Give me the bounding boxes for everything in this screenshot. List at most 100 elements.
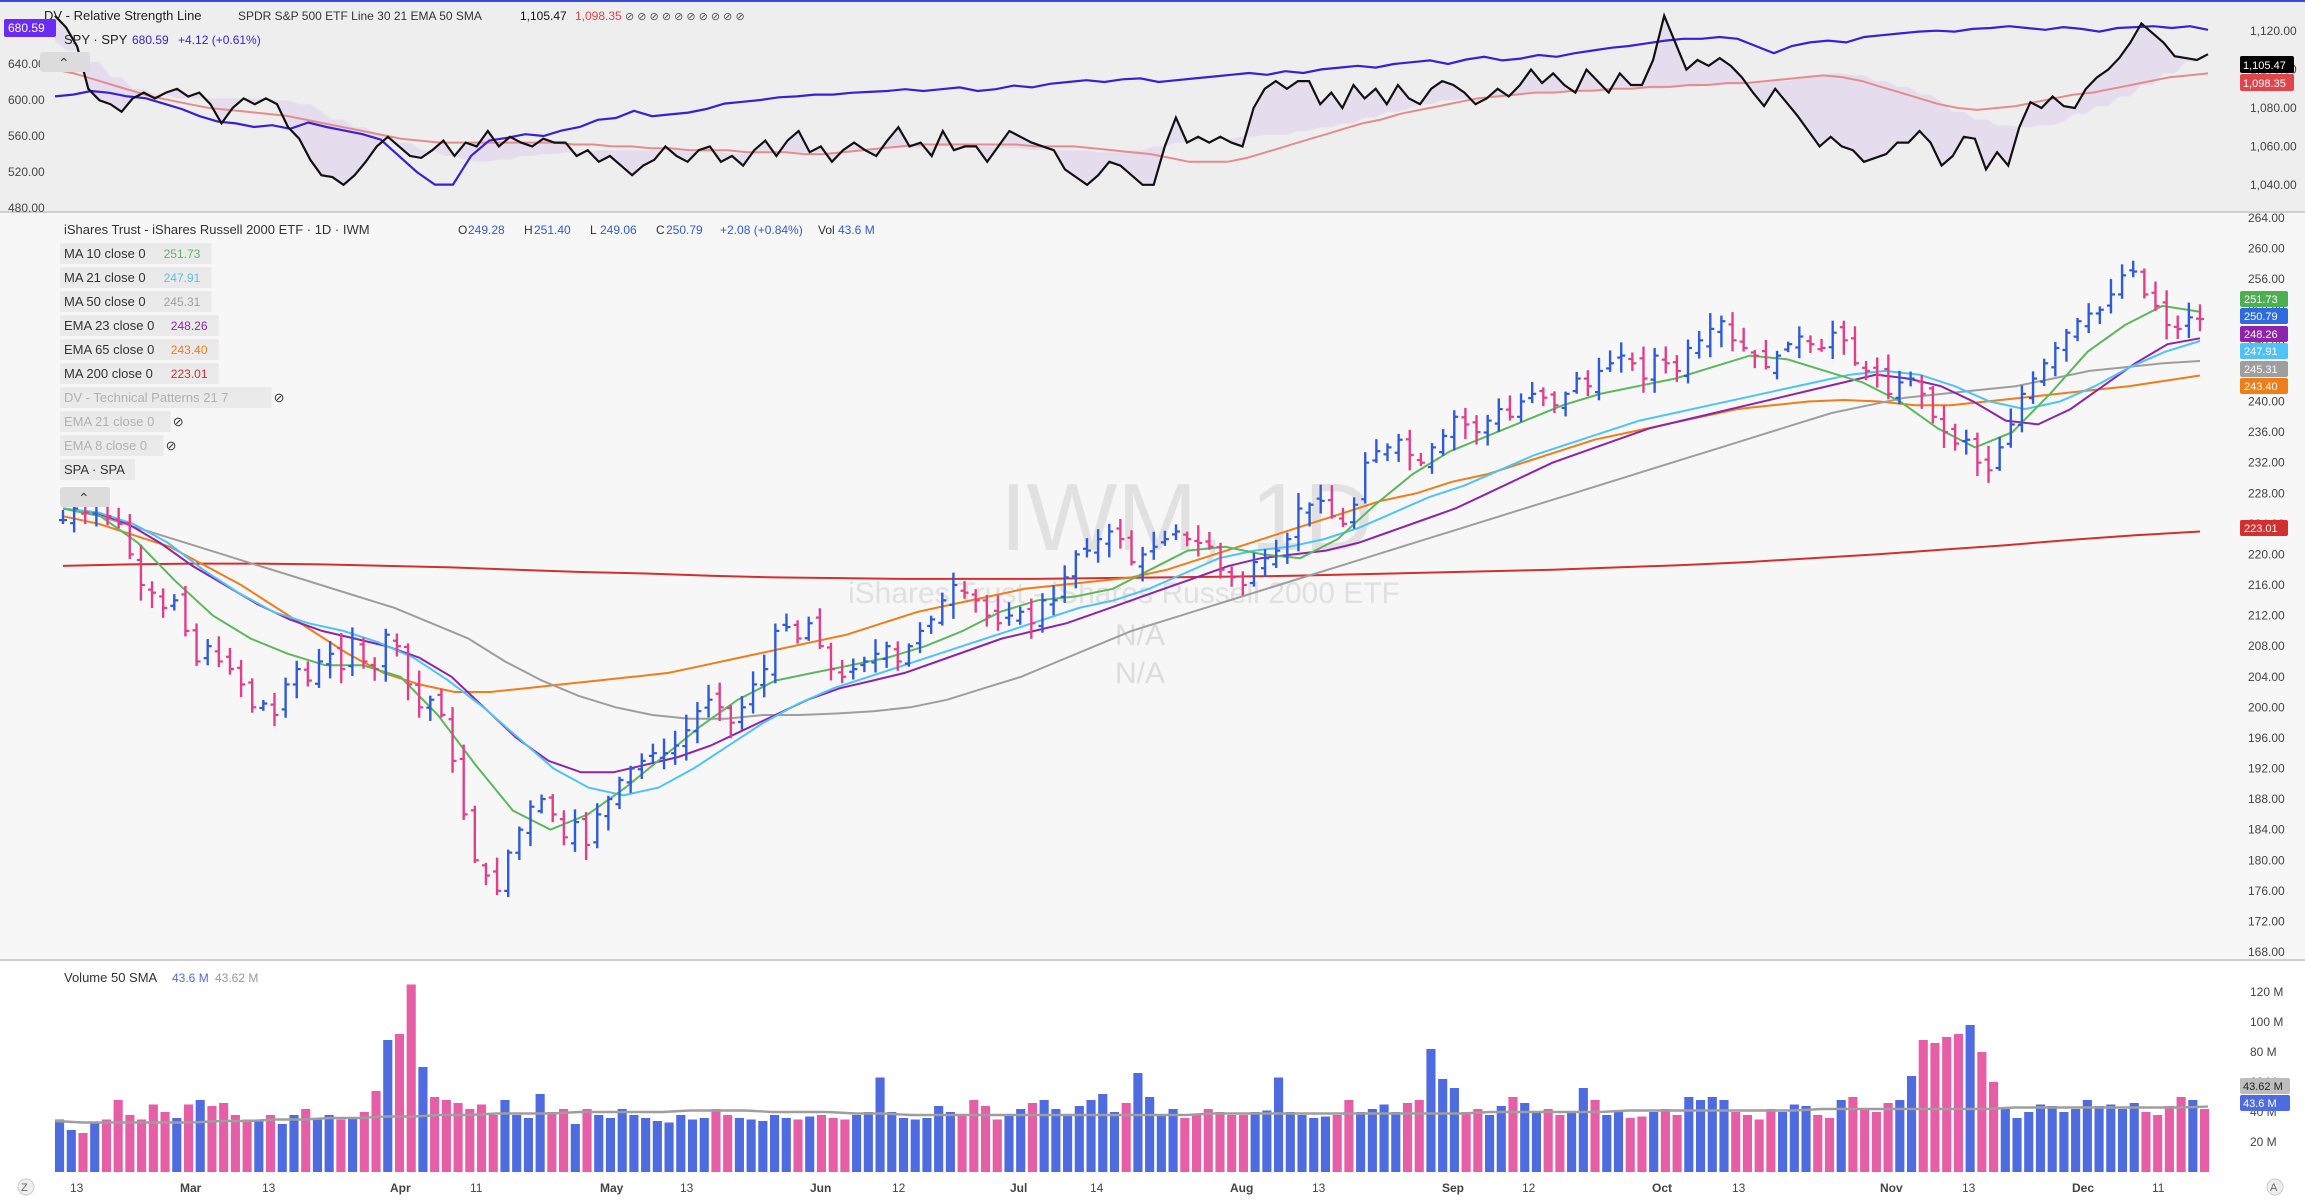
price-axis-tick: 196.00 [2248,731,2285,745]
ohlc-bar [1594,357,1603,401]
volume-bar [453,1103,463,1172]
ohlc-bar [270,692,279,727]
volume-bar [1238,1115,1248,1172]
legend-label: EMA 23 close 0 [64,318,154,333]
volume-bar [465,1109,475,1172]
rs-value2: 1,098.35 [575,9,622,23]
ohlc-bar [303,661,312,687]
legend-value: 245.31 [164,295,201,309]
volume-bar [2129,1103,2139,1172]
ohlc-bar [1472,415,1481,445]
volume-bar [1578,1088,1588,1172]
ohlc-bar [1383,443,1392,462]
price-axis-tick: 192.00 [2248,762,2285,776]
volume-bar [816,1115,827,1172]
volume-bar [652,1121,662,1172]
ohlc-bar [214,636,223,668]
legend-label: MA 10 close 0 [64,246,146,261]
ohlc-bar [682,714,691,761]
volume-axis-tick: 80 M [2250,1045,2277,1059]
volume-bar [1485,1115,1495,1172]
price-axis-tick: 264.00 [2248,211,2285,225]
ohlc-bar [904,643,913,667]
ohlc-value: 251.40 [534,223,571,237]
volume-bar [371,1091,381,1172]
volume-bar [1438,1079,1448,1172]
vol-label: Vol [818,223,835,237]
volume-bar [992,1119,1002,1172]
volume-bar [137,1119,147,1172]
ohlc-bar [470,805,479,864]
x-axis-label: Sep [1442,1181,1464,1195]
ohlc-bar [2040,358,2049,387]
volume-bar [1731,1112,1741,1172]
hidden-eye-icon: ⊘ [173,414,184,429]
ohlc-bar [916,622,925,654]
volume-bar [1895,1100,1905,1172]
ohlc-bar [2140,268,2149,299]
volume-bar [348,1118,358,1172]
ohlc-bar [381,628,390,682]
price-axis-tick: 172.00 [2248,914,2285,928]
ohlc-bar [448,707,457,773]
ohlc-bar [1728,312,1737,352]
ohlc-bar [1850,326,1859,366]
volume-bar [265,1115,276,1172]
volume-bar [1344,1100,1354,1172]
volume-bar [1590,1100,1600,1172]
spy-value-badge [4,19,56,37]
x-axis-label: Jul [1010,1181,1027,1195]
ohlc-bar [1995,436,2004,471]
volume-bar [488,1115,498,1172]
price-axis-tick: 188.00 [2248,792,2285,806]
spy-legend-value: 680.59 [132,33,169,47]
volume-bar [840,1119,850,1172]
legend-row-bg [60,459,135,480]
ohlc-bar [1294,493,1303,552]
volume-bar [547,1112,557,1172]
spy-value-badge-text: 680.59 [8,21,45,35]
ohlc-bar [2129,260,2138,278]
ohlc-bar [1283,532,1292,564]
auto-scale-button[interactable] [2266,1178,2284,1196]
volume-bar [887,1112,897,1172]
price-badge [2240,343,2288,359]
zoom-reset-button[interactable] [17,1178,35,1196]
volume-bar [629,1115,639,1172]
spy-legend-change: +4.12 (+0.61%) [178,33,261,47]
ohlc-bar [1773,350,1782,380]
ohlc-bar [1606,350,1615,372]
volume-bar [183,1104,194,1172]
ohlc-bar [1951,423,1960,451]
volume-bar [1813,1115,1823,1172]
legend-value: 251.73 [164,247,201,261]
ma-line-ma-50 [62,360,2201,720]
volume-bar [1180,1118,1190,1172]
volume-bar [2082,1100,2092,1172]
legend-label: DV - Technical Patterns 21 7 [64,390,229,405]
collapse-button[interactable] [40,52,90,72]
ohlc-bar [2073,317,2082,342]
volume-bar [875,1077,885,1172]
volume-badge-text: 43.62 M [2243,1081,2283,1093]
volume-bar [852,1115,862,1172]
price-axis-tick: 256.00 [2248,272,2285,286]
collapse-button[interactable] [60,487,110,507]
volume-bar [1051,1109,1061,1172]
volume-bar [254,1119,264,1172]
ohlc-bar [1105,523,1114,558]
legend-row-bg [60,291,212,312]
volume-bar [922,1118,932,1172]
volume-bar [1871,1112,1881,1172]
rs-right-tick: 1,080.00 [2250,101,2297,115]
rs-panel-bg [0,0,2305,212]
ohlc-bar [570,809,579,852]
ohlc-bar [2173,315,2182,340]
ohlc-bar [1138,546,1147,582]
ohlc-bar [548,794,557,823]
ohlc-bar [938,592,947,626]
volume-bar [430,1097,440,1172]
x-axis-label: 12 [1522,1181,1536,1195]
ohlc-bar [2106,279,2115,314]
